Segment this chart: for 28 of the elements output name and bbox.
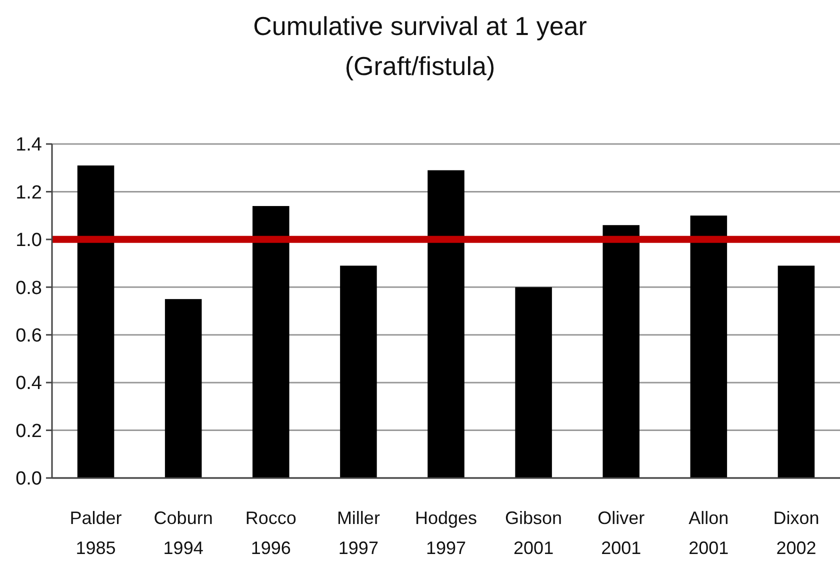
bar [778, 266, 815, 478]
chart-subtitle: (Graft/fistula) [344, 51, 496, 81]
y-tick-label: 1.2 [16, 182, 42, 204]
bar [428, 170, 464, 478]
x-tick-label: Allon 2001 [688, 508, 729, 558]
x-tick-label: Palder 1985 [70, 508, 122, 558]
bar [340, 266, 377, 478]
bar [690, 216, 728, 478]
bar [515, 287, 552, 478]
bar [77, 165, 114, 478]
y-tick-label: 0.8 [16, 278, 42, 299]
x-tick-label: Hodges 1997 [414, 508, 478, 558]
y-tick-label: 0.6 [16, 326, 42, 347]
x-tick-label: Oliver 2001 [598, 508, 645, 558]
bar [252, 206, 290, 478]
bar [602, 225, 640, 478]
y-tick-label: 0.2 [16, 420, 42, 442]
y-tick-label: 1.0 [16, 230, 42, 252]
y-tick-label: 1.4 [16, 134, 42, 156]
bar [164, 299, 202, 478]
chart-title: Cumulative survival at 1 year [253, 11, 588, 41]
x-tick-label: Gibson 2001 [505, 508, 562, 558]
y-tick-label: 0.0 [16, 468, 42, 490]
x-tick-label: Coburn 1994 [154, 508, 213, 558]
x-tick-label: Miller 1997 [336, 508, 380, 558]
x-tick-label: Rocco 1996 [245, 508, 296, 558]
y-tick-label: 0.4 [16, 373, 42, 394]
x-tick-label: Dixon 2002 [773, 508, 820, 558]
